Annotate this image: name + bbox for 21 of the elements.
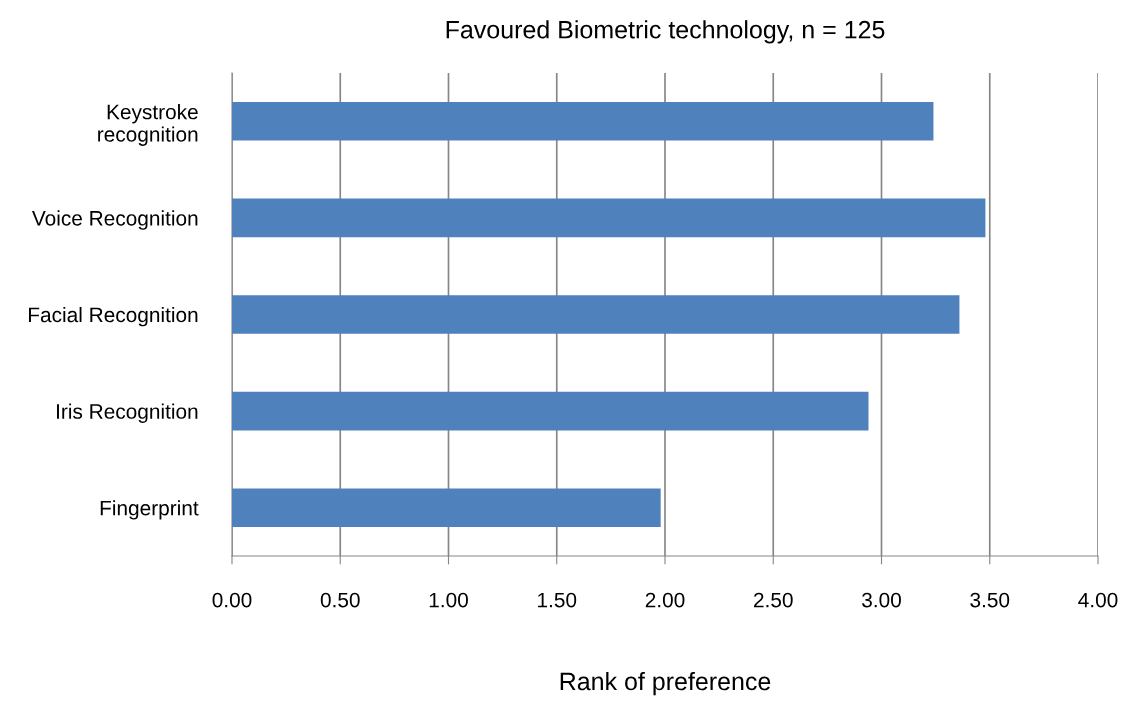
y-tick-label: Iris Recognition — [57, 403, 198, 423]
bar — [232, 488, 661, 528]
x-tick-label: 0.00 — [212, 592, 252, 608]
x-tick-label: 3.00 — [862, 592, 901, 608]
y-tick-label: Fingerprint — [100, 500, 199, 520]
x-axis-title: Rank of preference — [560, 671, 771, 696]
y-tick-label: Keystroke recognition — [98, 104, 198, 146]
x-tick-label: 2.50 — [754, 592, 793, 608]
bar — [232, 101, 934, 141]
x-tick-label: 4.00 — [1078, 592, 1118, 608]
bar — [232, 391, 869, 431]
x-tick-label: 0.50 — [320, 592, 360, 608]
x-tick-label: 1.00 — [429, 592, 468, 608]
x-tick-label: 3.50 — [970, 592, 1010, 608]
y-tick-label: Facial Recognition — [29, 306, 198, 327]
bar — [232, 198, 986, 238]
x-tick-label: 1.50 — [538, 592, 577, 608]
y-tick-label: Voice Recognition — [31, 210, 198, 230]
chart-title: Favoured Biometric technology, n = 125 — [446, 20, 885, 44]
bar — [232, 295, 960, 334]
x-tick-label: 2.00 — [645, 592, 685, 608]
